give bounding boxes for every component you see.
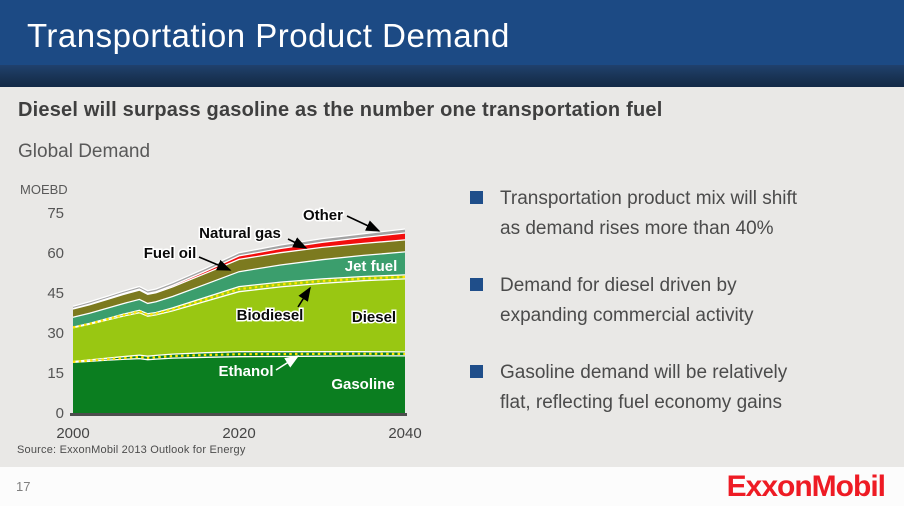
- page-number: 17: [16, 479, 31, 494]
- chart-heading: Global Demand: [18, 141, 151, 162]
- bullet-item: Gasoline demand will be relatively flat,…: [470, 358, 870, 418]
- chart-label-ethanol: Ethanol: [219, 363, 274, 380]
- area-diesel: [73, 278, 405, 362]
- bullet-text: Transportation product mix will shift as…: [500, 188, 798, 239]
- chart-label-biodiesel: Biodiesel: [237, 307, 304, 324]
- bullet-text: Demand for diesel driven by expanding co…: [500, 275, 754, 326]
- bullet-item: Transportation product mix will shift as…: [470, 184, 870, 244]
- source-note: Source: ExxonMobil 2013 Outlook for Ener…: [17, 444, 246, 456]
- y-tick-label: 30: [47, 325, 64, 342]
- axis-unit-label: MOEBD: [20, 182, 68, 197]
- area-ethanol: [73, 351, 405, 363]
- bullet-text: Gasoline demand will be relatively flat,…: [500, 362, 788, 413]
- bullet-item: Demand for diesel driven by expanding co…: [470, 271, 870, 331]
- y-tick-label: 75: [47, 205, 64, 222]
- area-gasoline: [73, 355, 405, 413]
- x-tick-label: 2040: [388, 425, 421, 442]
- chart-label-jet-fuel: Jet fuel: [345, 258, 398, 275]
- bullet-square-icon: [470, 365, 483, 378]
- chart-area: 0 15 30 45 60 75 2000 2020 2040 MOEBD Other Natural…: [10, 180, 442, 446]
- header-accent-strip: [0, 65, 904, 87]
- subtitle: Diesel will surpass gasoline as the numb…: [18, 99, 663, 121]
- area-natural-gas: [73, 233, 405, 309]
- y-tick-label: 45: [47, 285, 64, 302]
- y-tick-label: 60: [47, 245, 64, 262]
- chart-label-diesel: Diesel: [352, 309, 396, 326]
- bullet-list: Transportation product mix will shift as…: [470, 184, 870, 445]
- chart-label-natural-gas: Natural gas: [199, 225, 281, 242]
- chart-label-fuel-oil: Fuel oil: [144, 245, 197, 262]
- header-bar: Transportation Product Demand: [0, 0, 904, 65]
- exxonmobil-logo: ExxonMobil: [726, 470, 886, 503]
- x-tick-label: 2020: [222, 425, 255, 442]
- y-tick-label: 0: [56, 405, 64, 422]
- footer: 17 ExxonMobil: [0, 467, 904, 506]
- chart-label-other: Other: [303, 207, 343, 224]
- y-tick-label: 15: [47, 365, 64, 382]
- area-jet-fuel: [73, 251, 405, 328]
- chart-label-gasoline: Gasoline: [331, 376, 394, 393]
- page-title: Transportation Product Demand: [27, 17, 510, 54]
- demand-stacked-area-chart: 0 15 30 45 60 75 2000 2020 2040 MOEBD Other Natural…: [20, 182, 422, 442]
- bullet-square-icon: [470, 278, 483, 291]
- bullet-square-icon: [470, 191, 483, 204]
- x-tick-label: 2000: [56, 425, 89, 442]
